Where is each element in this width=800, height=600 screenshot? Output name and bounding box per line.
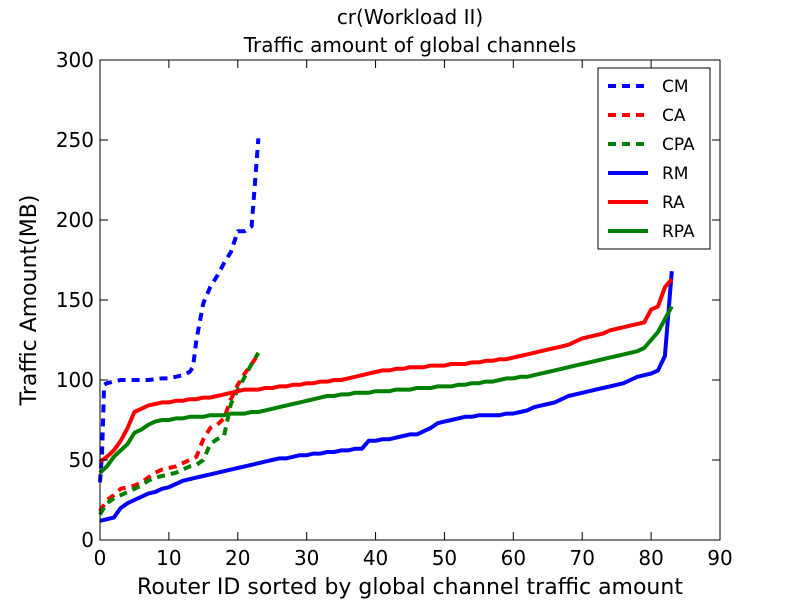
series-line-cpa — [98, 351, 261, 516]
series-line-rm — [99, 271, 674, 523]
x-tick-label: 50 — [432, 546, 457, 570]
x-tick-label: 70 — [569, 546, 594, 570]
y-tick-label: 50 — [69, 448, 94, 472]
series-line-rpa — [98, 305, 674, 475]
legend: CM CA CPA RM RA RPA — [597, 67, 711, 250]
y-tick-label: 150 — [56, 288, 94, 312]
y-tick-label: 0 — [81, 528, 94, 552]
chart-subtitle: Traffic amount of global channels — [243, 33, 577, 57]
y-tick-label: 200 — [56, 208, 94, 232]
x-tick-label: 80 — [638, 546, 663, 570]
y-axis-label: Traffic Amount(MB) — [17, 195, 42, 407]
y-tick-label: 300 — [56, 48, 94, 72]
x-tick-label: 0 — [94, 546, 107, 570]
legend-label-ca: CA — [662, 106, 686, 126]
plot-frame — [99, 59, 721, 541]
x-tick-label: 10 — [156, 546, 181, 570]
legend-label-cpa: CPA — [662, 135, 695, 155]
legend-box — [597, 67, 711, 250]
x-tick-label: 20 — [225, 546, 250, 570]
series-lines — [98, 138, 674, 523]
x-tick-label: 90 — [707, 546, 732, 570]
x-tick-label: 30 — [294, 546, 319, 570]
legend-label-cm: CM — [662, 77, 689, 97]
legend-label-ra: RA — [662, 193, 685, 213]
legend-label-rpa: RPA — [662, 222, 695, 242]
legend-label-rm: RM — [662, 164, 688, 184]
x-axis-label: Router ID sorted by global channel traff… — [137, 575, 683, 600]
series-line-ra — [98, 277, 674, 464]
series-line-ca — [98, 353, 261, 513]
y-tick-label: 100 — [56, 368, 94, 392]
y-tick-label: 250 — [56, 128, 94, 152]
x-tick-label: 60 — [501, 546, 526, 570]
axis-ticks: 0 10 20 30 40 50 60 70 80 90 0 50 100 150 200 250 300 — [56, 48, 733, 570]
chart-title: cr(Workload II) — [337, 5, 483, 29]
x-tick-label: 40 — [363, 546, 388, 570]
